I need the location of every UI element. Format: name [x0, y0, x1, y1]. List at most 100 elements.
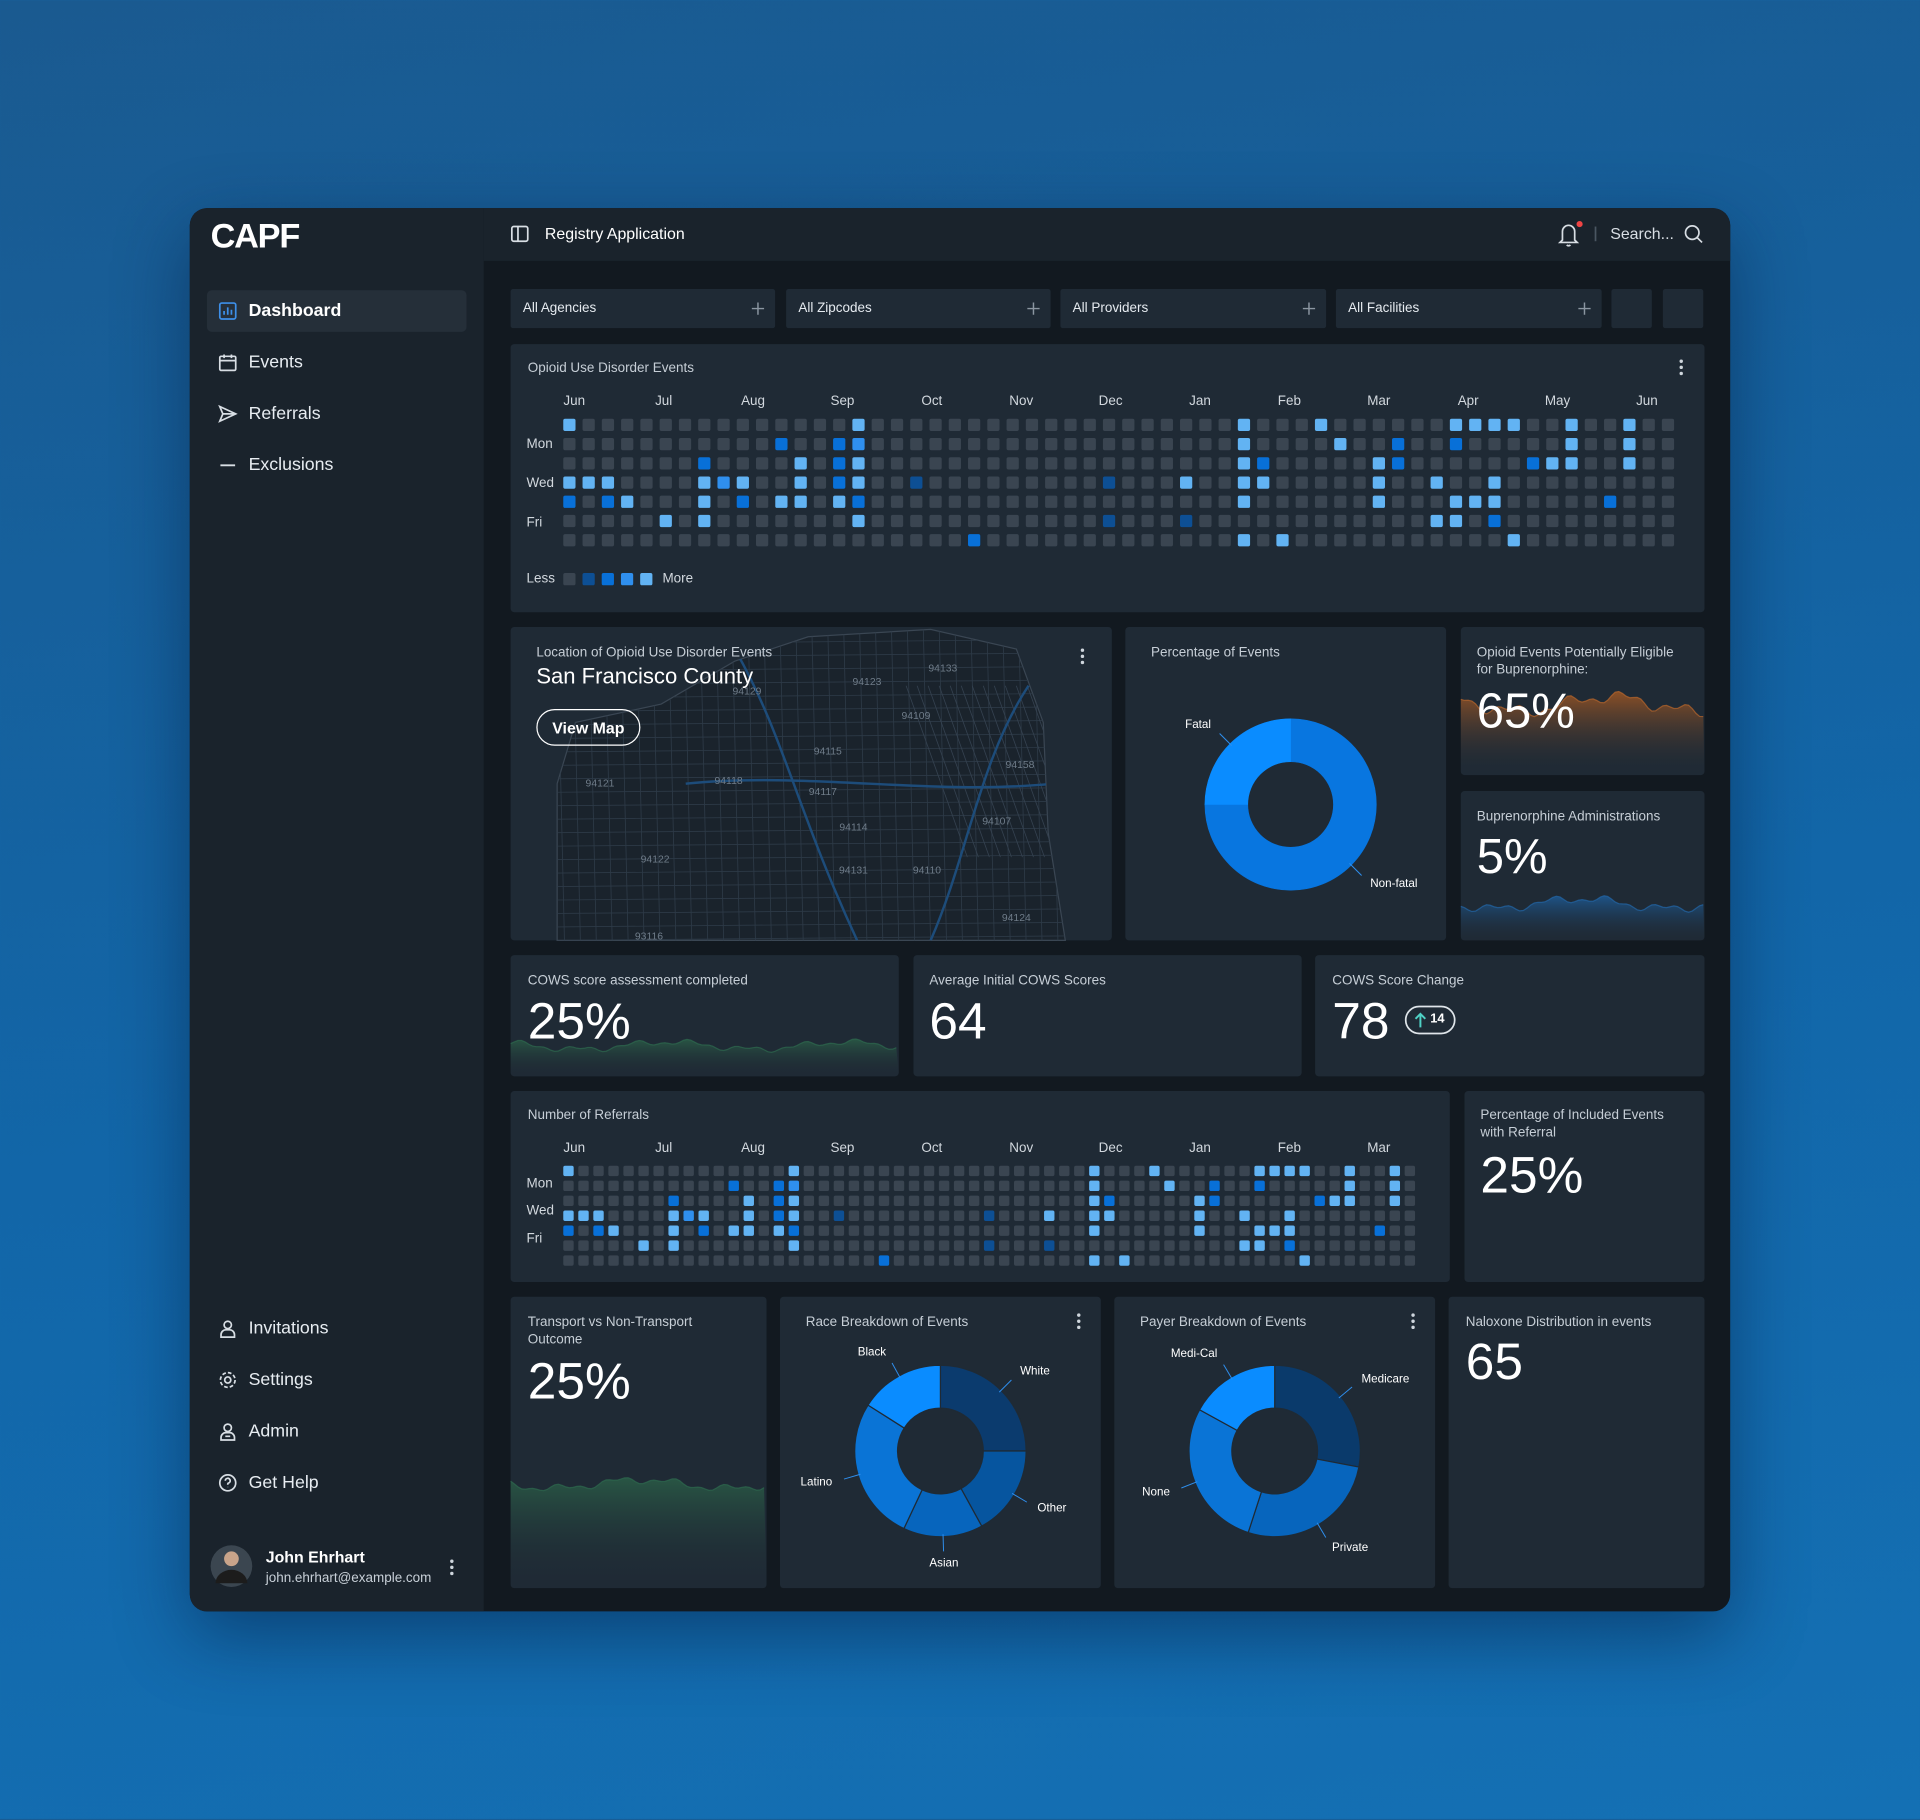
- heatmap-cell: [878, 1180, 890, 1192]
- nav-item[interactable]: Admin: [207, 1411, 467, 1453]
- menu-dots[interactable]: [450, 1559, 454, 1576]
- heatmap-cell: [1507, 534, 1520, 547]
- heatmap-cell: [998, 1195, 1010, 1206]
- heatmap-cell: [1029, 1210, 1040, 1221]
- zip-label: 94109: [901, 711, 930, 722]
- heatmap-cell: [683, 1255, 694, 1266]
- map-street: [557, 827, 1066, 834]
- heatmap-cell: [1269, 1225, 1280, 1236]
- heatmap-cell: [803, 1165, 815, 1177]
- included-card: [1464, 1091, 1705, 1283]
- heatmap-cell: [1661, 438, 1675, 451]
- heatmap-cell: [640, 495, 653, 508]
- heatmap-cell: [743, 1195, 754, 1206]
- nav-item[interactable]: Invitations: [207, 1308, 467, 1350]
- map-street: [557, 921, 1066, 928]
- heatmap-cell: [1411, 418, 1424, 432]
- card-title: Percentage of Included Events with Refer…: [1480, 1108, 1664, 1141]
- month-label: Jun: [1636, 393, 1658, 408]
- heatmap-cell: [1149, 1225, 1160, 1236]
- heatmap-cell: [983, 1255, 995, 1266]
- heatmap-cell: [818, 1210, 830, 1221]
- heatmap-cell: [728, 1195, 739, 1206]
- heatmap-cell: [1257, 418, 1270, 432]
- filter-select[interactable]: All Providers: [1060, 288, 1327, 329]
- heatmap-cell: [659, 534, 672, 547]
- map-street: [938, 685, 1001, 858]
- nav-item[interactable]: Referrals: [207, 393, 467, 435]
- heatmap-cell: [1160, 438, 1173, 451]
- heatmap-cell: [833, 1210, 845, 1221]
- heatmap-cell: [593, 1255, 604, 1266]
- heatmap-cell: [1194, 1210, 1205, 1221]
- menu-dots[interactable]: [1679, 359, 1683, 376]
- heatmap-cell: [1344, 1240, 1355, 1251]
- search-box[interactable]: Search...: [1610, 224, 1674, 243]
- heatmap-cell: [1104, 1180, 1115, 1192]
- heatmap-cell: [1134, 1165, 1145, 1177]
- heatmap-cell: [833, 534, 846, 547]
- nav-label: Invitations: [248, 1318, 329, 1339]
- nav-item[interactable]: Settings: [207, 1359, 467, 1401]
- heatmap-cell: [756, 534, 769, 547]
- layout-button[interactable]: [1662, 288, 1704, 329]
- filter-select[interactable]: All Facilities: [1335, 288, 1602, 329]
- heatmap-cell: [1392, 495, 1405, 508]
- heatmap-cell: [1194, 1255, 1205, 1266]
- heatmap-cell: [788, 1225, 800, 1236]
- kpi-value: 64: [929, 991, 987, 1050]
- heatmap-cell: [1661, 418, 1675, 432]
- heatmap-cell: [1122, 438, 1135, 451]
- view-map-button[interactable]: View Map: [536, 708, 641, 746]
- nav-item[interactable]: Events: [207, 342, 467, 384]
- more-button[interactable]: [1611, 288, 1652, 329]
- menu-dots[interactable]: [1411, 1313, 1415, 1330]
- filter-select[interactable]: All Agencies: [510, 288, 776, 329]
- day-label: Fri: [527, 1231, 543, 1246]
- sparkline-line: [1460, 895, 1704, 913]
- menu-dots[interactable]: [1080, 648, 1085, 665]
- map-street: [949, 685, 1012, 858]
- heatmap-cell: [998, 1180, 1010, 1192]
- heatmap-cell: [582, 457, 595, 470]
- day-label: Mon: [527, 1176, 553, 1191]
- heatmap-cell: [1604, 438, 1617, 451]
- heatmap-cell: [1642, 495, 1655, 508]
- heatmap-cell: [938, 1240, 950, 1251]
- heatmap-cell: [1134, 1255, 1145, 1266]
- filter-select[interactable]: All Zipcodes: [786, 288, 1051, 329]
- heatmap-cell: [1104, 1210, 1115, 1221]
- heatmap-cell: [713, 1240, 724, 1251]
- heatmap-cell: [1329, 1255, 1340, 1266]
- month-label: Dec: [1099, 1140, 1123, 1155]
- heatmap-cell: [593, 1165, 604, 1177]
- heatmap-cell: [1237, 476, 1251, 489]
- heatmap-cell: [929, 476, 942, 489]
- heatmap-cell: [758, 1195, 769, 1206]
- nav-item[interactable]: Dashboard: [206, 290, 467, 332]
- legend-swatch: [640, 573, 653, 586]
- nav-item[interactable]: Get Help: [207, 1462, 467, 1504]
- heatmap-cell: [683, 1210, 694, 1221]
- map-street: [557, 840, 1066, 847]
- map-highway: [685, 778, 1054, 789]
- heatmap-cell: [1102, 514, 1116, 528]
- heatmap-cell: [1623, 457, 1636, 470]
- logo[interactable]: CAPF: [210, 216, 301, 255]
- heatmap-cell: [1164, 1210, 1175, 1221]
- heatmap-cell: [698, 457, 711, 470]
- heatmap-cell: [638, 1180, 649, 1192]
- heatmap-cell: [1044, 1210, 1055, 1221]
- heatmap-cell: [1179, 1210, 1190, 1221]
- heatmap-cell: [953, 1210, 965, 1221]
- menu-dots[interactable]: [1077, 1313, 1081, 1330]
- cows-card: [913, 955, 1302, 1077]
- heatmap-cell: [1083, 457, 1096, 470]
- heatmap-cell: [1374, 1165, 1385, 1177]
- nav-item[interactable]: Exclusions: [207, 444, 467, 486]
- heatmap-cell: [1642, 514, 1655, 528]
- heatmap-cell: [638, 1240, 649, 1251]
- heatmap-cell: [1284, 1240, 1295, 1251]
- heatmap-cell: [1344, 1210, 1355, 1221]
